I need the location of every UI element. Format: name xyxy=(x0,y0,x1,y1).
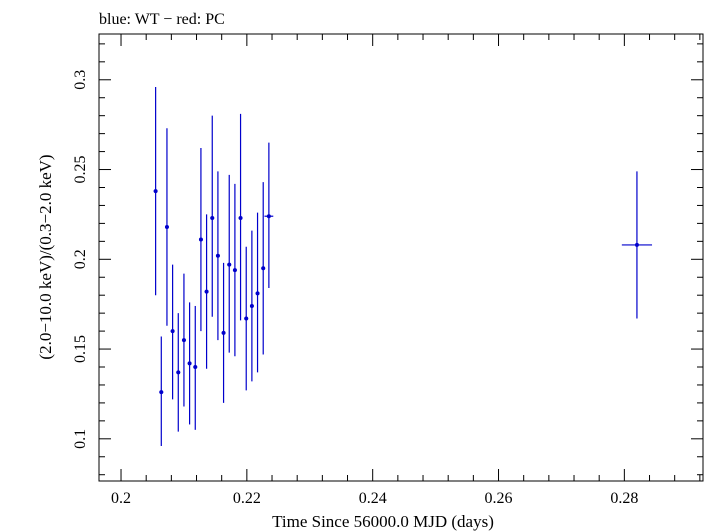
data-marker xyxy=(170,329,175,334)
y-tick-label: 0.25 xyxy=(72,156,89,184)
data-point xyxy=(170,264,175,400)
data-point xyxy=(176,313,181,432)
data-point xyxy=(221,262,226,403)
chart-title: blue: WT − red: PC xyxy=(99,11,225,28)
data-marker xyxy=(255,291,260,296)
x-tick-label: 0.28 xyxy=(610,490,638,507)
data-marker xyxy=(187,361,192,366)
data-point xyxy=(238,113,243,321)
data-marker xyxy=(164,224,169,229)
data-point xyxy=(244,246,249,391)
data-marker xyxy=(204,289,209,294)
data-marker xyxy=(210,216,215,221)
y-tick-label: 0.1 xyxy=(72,429,89,449)
data-marker xyxy=(215,253,220,258)
data-marker xyxy=(198,237,203,242)
data-point xyxy=(164,128,169,326)
data-point xyxy=(198,147,203,332)
data-marker xyxy=(238,216,243,221)
x-tick-label: 0.24 xyxy=(359,490,387,507)
y-tick-label: 0.3 xyxy=(72,70,89,90)
data-marker xyxy=(232,268,237,273)
x-tick-label: 0.26 xyxy=(485,490,513,507)
data-point xyxy=(210,115,215,317)
data-point xyxy=(204,214,209,369)
data-marker xyxy=(266,214,271,219)
data-marker xyxy=(193,365,198,370)
data-point xyxy=(159,336,164,446)
x-tick-label: 0.2 xyxy=(111,490,131,507)
data-point xyxy=(187,302,192,425)
data-point xyxy=(232,183,237,357)
data-point xyxy=(249,230,254,382)
data-point xyxy=(261,182,266,355)
data-marker xyxy=(261,266,266,271)
data-marker xyxy=(159,390,164,395)
x-tick-label: 0.22 xyxy=(233,490,261,507)
x-tick-labels: 0.2 0.22 0.24 0.26 0.28 xyxy=(111,490,638,507)
data-marker xyxy=(153,189,158,194)
y-tick-label: 0.2 xyxy=(72,249,89,269)
x-axis-label: Time Since 56000.0 MJD (days) xyxy=(272,512,494,531)
data-marker xyxy=(176,370,181,375)
y-axis-label: (2.0−10.0 keV)/(0.3−2.0 keV) xyxy=(36,154,55,359)
data-point xyxy=(215,171,220,341)
data-point xyxy=(621,171,653,319)
data-point xyxy=(264,142,274,289)
data-point xyxy=(227,174,232,353)
data-marker xyxy=(244,316,249,321)
data-point xyxy=(181,273,186,407)
data-points xyxy=(153,86,653,446)
data-marker xyxy=(227,262,232,267)
data-marker xyxy=(181,338,186,343)
plot-area-frame xyxy=(98,33,704,482)
data-marker xyxy=(249,303,254,308)
axis-ticks xyxy=(99,34,703,481)
data-point xyxy=(255,212,260,373)
data-marker xyxy=(221,330,226,335)
data-marker xyxy=(634,242,639,247)
data-point xyxy=(193,305,198,430)
data-point xyxy=(153,86,158,296)
y-tick-label: 0.15 xyxy=(72,335,89,363)
y-tick-labels: 0.1 0.15 0.2 0.25 0.3 xyxy=(72,70,89,449)
